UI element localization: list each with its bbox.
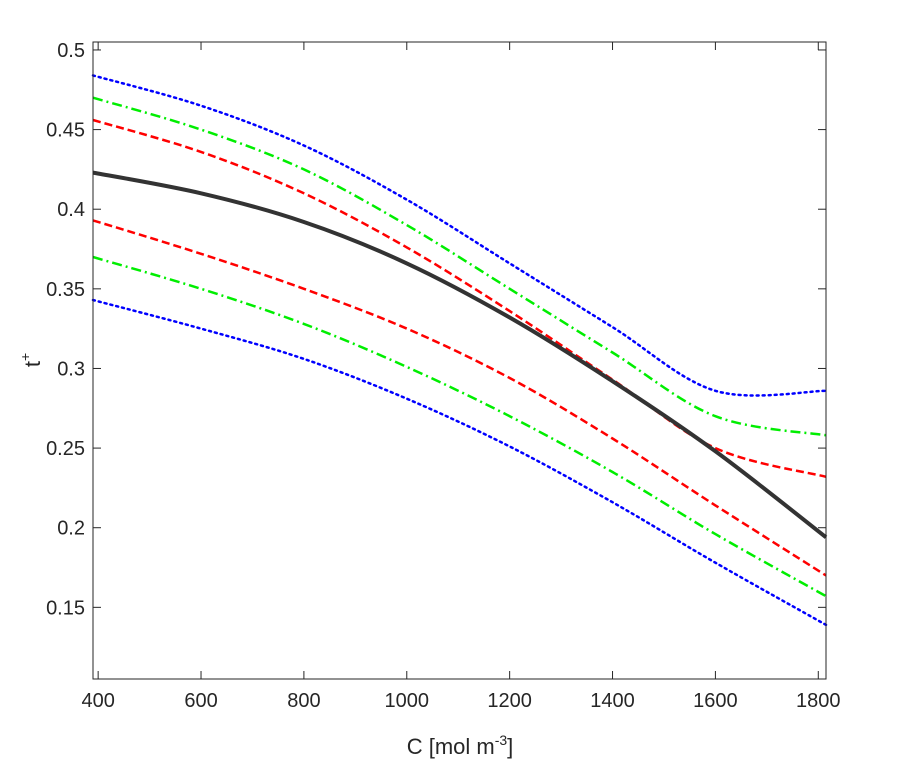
y-tick-label: 0.15: [46, 597, 85, 619]
y-tick-label: 0.2: [57, 518, 85, 540]
x-tick-label: 400: [81, 690, 114, 712]
y-axis: 0.15 0.2 0.25 0.3 0.35 0.4 0.45 0.5: [46, 40, 826, 619]
x-axis-label: C [mol m-3]: [407, 732, 514, 759]
y-tick-label: 0.45: [46, 120, 85, 142]
series-line-6: [92, 255, 827, 598]
x-tick-label: 1600: [693, 690, 738, 712]
plot-frame: [92, 41, 827, 680]
y-tick-label: 0.25: [46, 438, 85, 460]
x-tick-label: 1800: [796, 690, 841, 712]
series-lines: [91, 74, 828, 627]
y-axis-label: t+: [17, 353, 45, 367]
y-tick-label: 0.35: [46, 279, 85, 301]
series-line-7: [91, 298, 828, 627]
x-tick-label: 800: [287, 690, 320, 712]
series-line-3: [92, 118, 827, 479]
y-tick-label: 0.3: [57, 358, 85, 380]
x-tick-label: 1400: [590, 690, 635, 712]
y-tick-label: 0.4: [57, 199, 85, 221]
series-line-4: [92, 170, 828, 539]
x-tick-label: 1000: [385, 690, 430, 712]
series-line-5: [92, 219, 827, 577]
x-tick-label: 600: [184, 690, 217, 712]
y-tick-label: 0.5: [57, 40, 85, 62]
series-line-1: [91, 74, 828, 397]
x-tick-label: 1200: [487, 690, 532, 712]
x-axis: 400 600 800 1000 1200 1400 1600 1800: [81, 42, 841, 712]
series-line-2: [92, 96, 827, 437]
